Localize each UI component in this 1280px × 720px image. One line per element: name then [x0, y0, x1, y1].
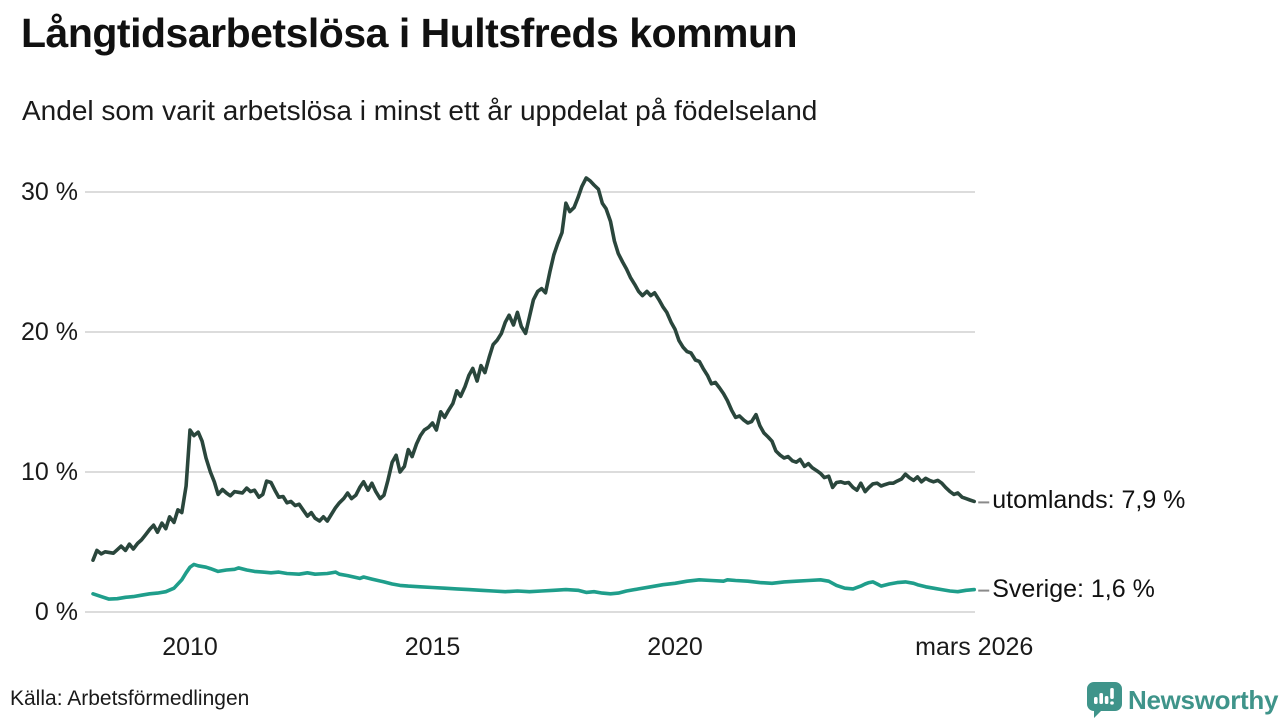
newsworthy-logo-text: Newsworthy	[1128, 684, 1279, 715]
x-tick-label-2015: 2015	[404, 633, 461, 661]
y-tick-label-10: 10 %	[21, 458, 78, 486]
y-tick-label-0: 0 %	[34, 598, 78, 626]
newsworthy-logo: Newsworthy	[1086, 681, 1278, 719]
x-tick-label-2020: 2020	[647, 633, 703, 661]
newsworthy-speech-bubble-bar-chart-icon	[1087, 682, 1122, 718]
series-line-sverige	[91, 562, 977, 601]
y-tick-label-30: 30 %	[21, 178, 78, 206]
series-end-label-sverige: Sverige: 1,6 %	[992, 574, 1155, 603]
y-tick-label-20: 20 %	[21, 318, 78, 346]
page-title: Långtidsarbetslösa i Hultsfreds kommun	[21, 10, 798, 56]
source-credit: Källa: Arbetsförmedlingen	[10, 687, 250, 710]
page-subtitle: Andel som varit arbetslösa i minst ett å…	[22, 95, 818, 126]
series-line-utomlands	[91, 176, 977, 563]
x-tick-label-2010: 2010	[162, 633, 218, 661]
x-tick-label-mars-2026: mars 2026	[915, 633, 1034, 661]
series-end-label-utomlands: utomlands: 7,9 %	[992, 486, 1186, 515]
